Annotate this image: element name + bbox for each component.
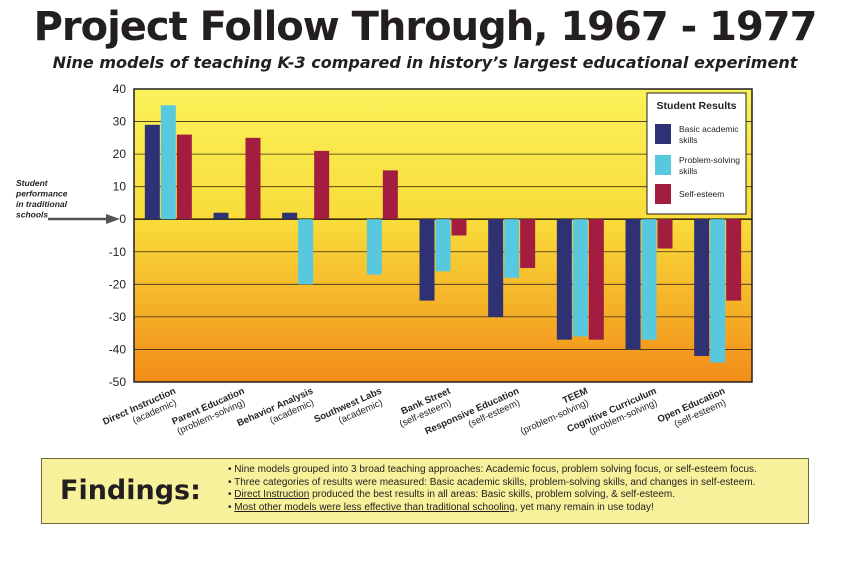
baseline-arrow-head (106, 214, 120, 224)
y-tick-label: 20 (113, 147, 127, 161)
bar (641, 219, 657, 340)
plot-border (133, 88, 753, 383)
legend-swatch (655, 124, 671, 144)
bar (520, 219, 536, 269)
bar (710, 219, 726, 363)
legend-label: skills (679, 135, 697, 145)
bar (435, 219, 451, 272)
chart-subtitle: Nine models of teaching K-3 compared in … (52, 53, 798, 72)
bar (726, 219, 742, 301)
chart-title: Project Follow Through, 1967 - 1977 (33, 4, 818, 50)
legend-label: Problem-solving (679, 155, 740, 165)
finding-item: Direct Instruction produced the best res… (228, 489, 757, 502)
x-category-label: Parent Education(problem-solving) (170, 386, 250, 438)
baseline-note-line: Student (16, 178, 49, 188)
legend-swatch (655, 155, 671, 175)
x-category-label: Southwest Labs(academic) (313, 386, 388, 436)
y-tick-label: 0 (119, 212, 126, 226)
bar (144, 124, 160, 220)
baseline-note-line: performance (15, 189, 68, 199)
y-tick-label: 10 (113, 180, 127, 194)
bar (625, 219, 641, 350)
x-category-label: Behavior Analysis(academic) (235, 386, 319, 439)
bar (451, 219, 467, 236)
bar (213, 212, 229, 220)
legend-swatch (655, 184, 671, 204)
bar (419, 219, 435, 301)
bar (694, 219, 710, 356)
legend-label: Self-esteem (679, 189, 724, 199)
bar (382, 170, 398, 220)
bar (366, 219, 382, 275)
bar (572, 219, 588, 337)
findings-list: Nine models grouped into 3 broad teachin… (228, 464, 757, 514)
bar (282, 212, 298, 220)
y-tick-label: -40 (109, 342, 127, 356)
y-tick-label: -20 (109, 277, 127, 291)
findings-label: Findings: (60, 475, 201, 506)
y-tick-label: -30 (109, 310, 127, 324)
bar (556, 219, 572, 340)
bar (588, 219, 604, 340)
finding-item: Nine models grouped into 3 broad teachin… (228, 464, 757, 477)
x-category-label: Direct Instruction(academic) (101, 386, 182, 438)
baseline-note-line: in traditional (16, 199, 68, 209)
baseline-note-line: schools (16, 210, 48, 220)
y-tick-label: 40 (113, 82, 127, 96)
legend-label: Basic academic (679, 124, 739, 134)
legend-label: skills (679, 166, 697, 176)
bar (504, 219, 520, 278)
bar (657, 219, 673, 249)
bar (488, 219, 504, 317)
finding-item: Three categories of results were measure… (228, 477, 757, 490)
bar (176, 134, 192, 220)
bar (245, 137, 261, 220)
y-tick-label: -10 (109, 245, 127, 259)
findings-box: Findings: Nine models grouped into 3 bro… (41, 458, 809, 524)
bar (160, 105, 176, 220)
category-label-line: (problem-solving) (519, 397, 591, 437)
legend-title: Student Results (657, 100, 737, 112)
x-category-label: Open Education(self-esteem) (656, 386, 732, 436)
y-tick-label: -50 (109, 375, 127, 389)
bar (314, 150, 330, 220)
bar (298, 219, 314, 285)
y-tick-label: 30 (113, 115, 127, 129)
finding-item: Most other models were less effective th… (228, 502, 757, 515)
